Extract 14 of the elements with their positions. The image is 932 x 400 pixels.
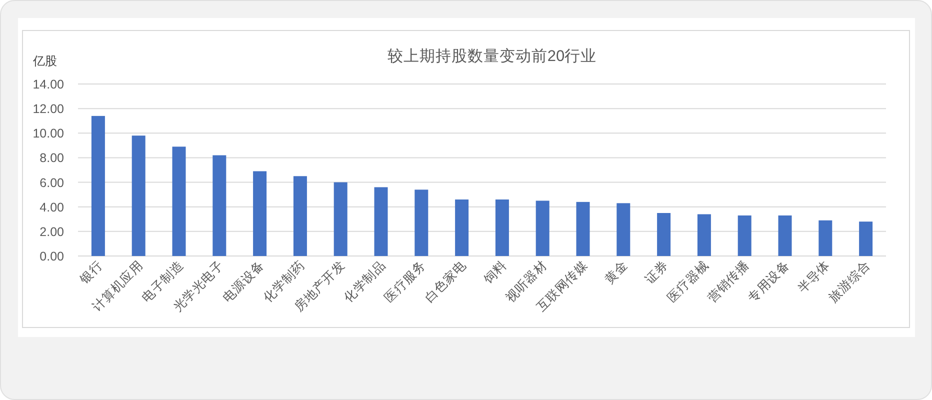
y-tick-label: 8.00 (40, 151, 64, 166)
y-tick-label: 12.00 (32, 102, 64, 116)
x-tick-label: 饲料 (480, 258, 510, 288)
y-tick-label: 4.00 (40, 200, 64, 214)
x-tick-label: 证券 (642, 258, 671, 287)
y-tick-label: 0.00 (40, 250, 64, 264)
x-tick-label: 黄金 (602, 258, 631, 287)
title: 较上期持股数量变动前20行业 (387, 48, 597, 65)
y-tick-label: 2.00 (40, 224, 64, 239)
ylabel: 亿股 (33, 54, 57, 68)
y-tick-label: 14.00 (32, 78, 64, 92)
y-tick-label: 6.00 (40, 176, 64, 190)
y-tick-label: 10.00 (32, 126, 64, 141)
x-tick-label: 银行 (76, 258, 106, 288)
